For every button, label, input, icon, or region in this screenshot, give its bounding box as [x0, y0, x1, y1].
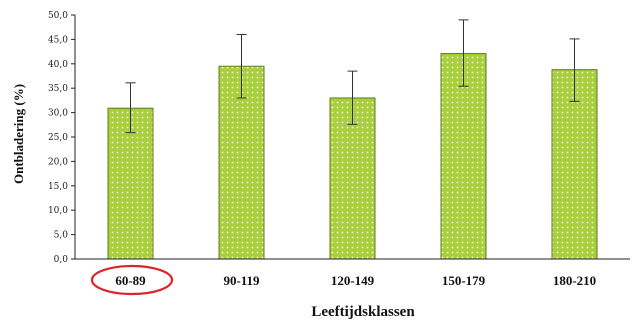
x-category-label: 150-179 [442, 273, 486, 288]
highlight-ellipse [90, 264, 174, 296]
y-tick-label: 35,0 [48, 84, 68, 94]
y-axis: 0,0 5,0 10,0 15,0 20,0 25,0 30,0 35,0 40,0 45,0 50… [48, 11, 76, 265]
x-axis-title: Leeftijdsklassen [311, 304, 415, 320]
y-tick-label: 40,0 [48, 60, 68, 70]
y-tick-label: 10,0 [48, 206, 68, 216]
y-tick-label: 0,0 [54, 255, 69, 265]
error-bars [125, 19, 580, 134]
x-axis-categories: 60-89 90-119 120-149 150-179 180-210 [115, 273, 596, 288]
y-tick-label: 50,0 [48, 11, 68, 21]
bar-60-89 [107, 107, 154, 260]
y-tick-label: 45,0 [48, 35, 68, 45]
y-tick-label: 5,0 [54, 231, 69, 241]
y-tick-label: 25,0 [48, 133, 68, 143]
x-category-label: 180-210 [553, 273, 596, 288]
y-axis-title: Ontbladering (%) [11, 84, 26, 184]
x-category-label: 60-89 [115, 273, 146, 288]
y-tick-label: 20,0 [48, 157, 68, 167]
y-tick-label: 30,0 [48, 109, 68, 119]
x-category-label: 90-119 [223, 273, 260, 288]
y-tick-label: 15,0 [48, 182, 68, 192]
x-category-label: 120-149 [331, 273, 375, 288]
